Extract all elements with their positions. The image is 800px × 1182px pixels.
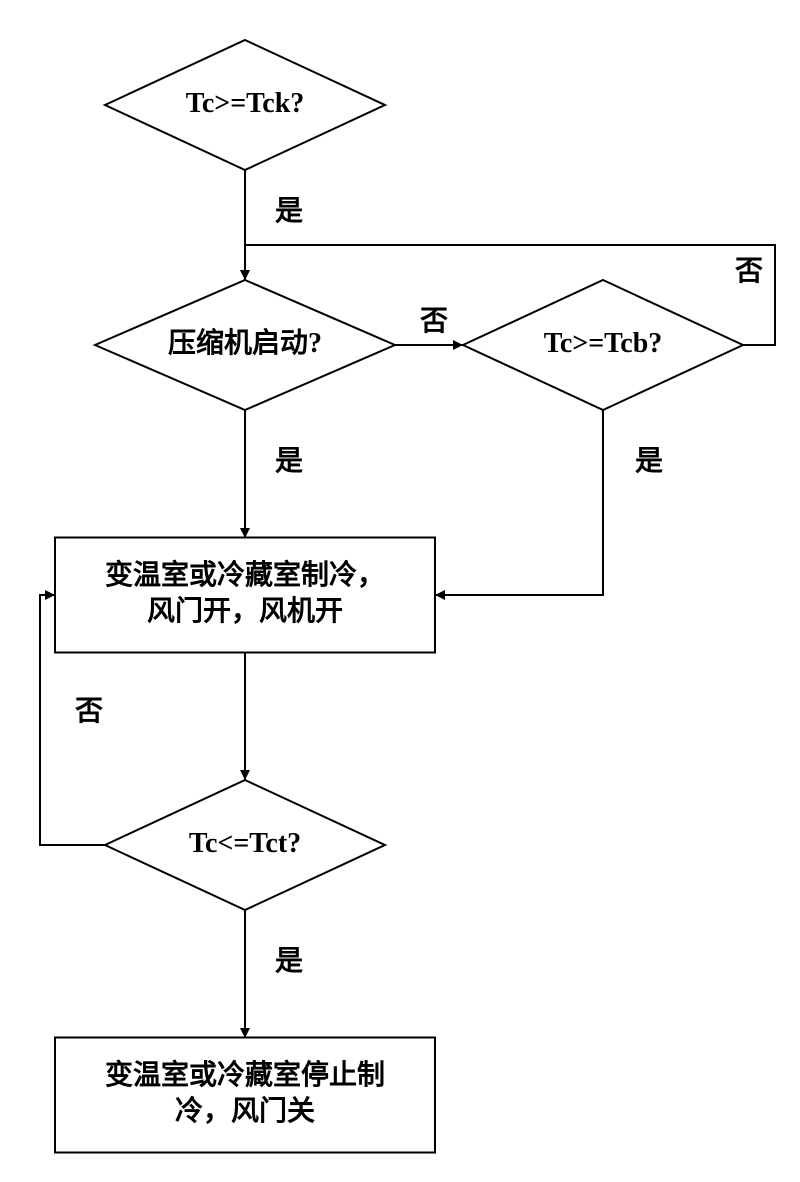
- node-label: 变温室或冷藏室制冷，: [105, 558, 385, 591]
- node-label: 变温室或冷藏室停止制: [105, 1058, 385, 1091]
- edge-label: 是: [635, 446, 663, 477]
- node-label: Tc>=Tck?: [186, 88, 305, 119]
- node-label: 压缩机启动?: [168, 326, 322, 359]
- edge: [435, 410, 603, 595]
- node-label: 冷，风门关: [175, 1095, 315, 1127]
- process-p1: [55, 538, 435, 653]
- flowchart-canvas: Tc>=Tck? 压缩机启动? Tc>=Tcb? 变温室或冷藏室制冷， 风门开，风机开 T…: [0, 0, 800, 1182]
- node-label: 风门开，风机开: [147, 595, 343, 627]
- node-label: Tc<=Tct?: [189, 828, 301, 859]
- edge-label: 是: [275, 446, 303, 477]
- edge-label: 是: [275, 196, 303, 227]
- edge-label: 否: [420, 306, 448, 337]
- node-label: Tc>=Tcb?: [544, 328, 663, 359]
- process-p2: [55, 1038, 435, 1153]
- edge-label: 否: [75, 696, 103, 727]
- edge-label: 是: [275, 946, 303, 977]
- edge-label: 否: [735, 256, 763, 287]
